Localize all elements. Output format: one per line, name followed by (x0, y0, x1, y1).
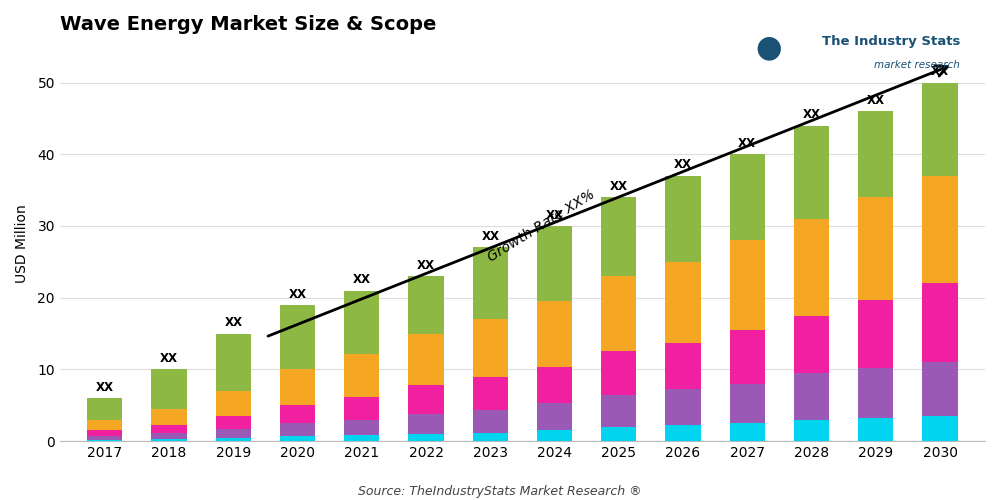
Text: XX: XX (160, 352, 178, 365)
Bar (408, 334, 444, 385)
Bar (216, 391, 251, 416)
Bar (151, 433, 187, 439)
Bar (601, 352, 636, 395)
Bar (151, 370, 187, 409)
Bar (922, 176, 958, 284)
Text: XX: XX (289, 288, 307, 300)
Bar (151, 409, 187, 424)
Bar (408, 434, 444, 441)
Bar (216, 438, 251, 441)
Bar (601, 276, 636, 351)
Bar (537, 302, 572, 368)
Bar (344, 354, 379, 397)
Bar (858, 368, 893, 418)
Bar (601, 394, 636, 427)
Bar (151, 424, 187, 433)
Bar (794, 316, 829, 373)
Bar (87, 430, 122, 436)
Bar (473, 319, 508, 378)
Bar (794, 373, 829, 420)
Bar (280, 406, 315, 423)
Text: The Industry Stats: The Industry Stats (822, 35, 960, 48)
Bar (344, 420, 379, 436)
Bar (408, 414, 444, 434)
Bar (601, 198, 636, 276)
Text: XX: XX (96, 381, 114, 394)
Bar (730, 384, 765, 423)
Text: market research: market research (874, 60, 960, 70)
Bar (216, 416, 251, 429)
Bar (922, 82, 958, 176)
Bar (408, 385, 444, 414)
Text: XX: XX (803, 108, 821, 122)
Bar (730, 240, 765, 330)
Bar (473, 410, 508, 432)
Bar (537, 403, 572, 430)
Bar (730, 423, 765, 441)
Text: XX: XX (674, 158, 692, 172)
Bar (87, 436, 122, 440)
Text: XX: XX (224, 316, 242, 330)
Bar (922, 284, 958, 362)
Bar (794, 420, 829, 441)
Bar (344, 436, 379, 441)
Text: Growth Rate XX%: Growth Rate XX% (486, 188, 598, 264)
Bar (408, 276, 444, 334)
Bar (858, 418, 893, 441)
Bar (537, 226, 572, 302)
Bar (794, 219, 829, 316)
Bar (473, 378, 508, 410)
Text: ●: ● (755, 33, 782, 62)
Bar (344, 290, 379, 354)
Text: XX: XX (546, 208, 564, 222)
Bar (858, 300, 893, 368)
Text: XX: XX (610, 180, 628, 193)
Bar (665, 426, 701, 441)
Bar (87, 420, 122, 430)
Bar (858, 111, 893, 198)
Bar (473, 432, 508, 441)
Bar (665, 390, 701, 426)
Bar (794, 126, 829, 219)
Bar (280, 305, 315, 370)
Y-axis label: USD Million: USD Million (15, 204, 29, 284)
Bar (280, 423, 315, 436)
Bar (473, 248, 508, 319)
Bar (151, 439, 187, 441)
Bar (730, 330, 765, 384)
Text: XX: XX (417, 259, 435, 272)
Bar (922, 362, 958, 416)
Bar (216, 334, 251, 391)
Text: Wave Energy Market Size & Scope: Wave Energy Market Size & Scope (60, 15, 436, 34)
Bar (665, 343, 701, 390)
Bar (344, 396, 379, 419)
Bar (537, 430, 572, 441)
Text: XX: XX (867, 94, 885, 107)
Bar (280, 436, 315, 441)
Bar (665, 176, 701, 262)
Text: XX: XX (353, 273, 371, 286)
Text: XX: XX (481, 230, 499, 243)
Bar (730, 154, 765, 240)
Bar (922, 416, 958, 441)
Bar (665, 262, 701, 343)
Text: XX: XX (931, 65, 949, 78)
Text: XX: XX (738, 137, 756, 150)
Bar (87, 398, 122, 419)
Bar (216, 429, 251, 438)
Bar (280, 370, 315, 406)
Bar (858, 198, 893, 300)
Text: Source: TheIndustryStats Market Research ®: Source: TheIndustryStats Market Research… (358, 485, 642, 498)
Bar (537, 368, 572, 403)
Bar (87, 440, 122, 441)
Bar (601, 427, 636, 441)
